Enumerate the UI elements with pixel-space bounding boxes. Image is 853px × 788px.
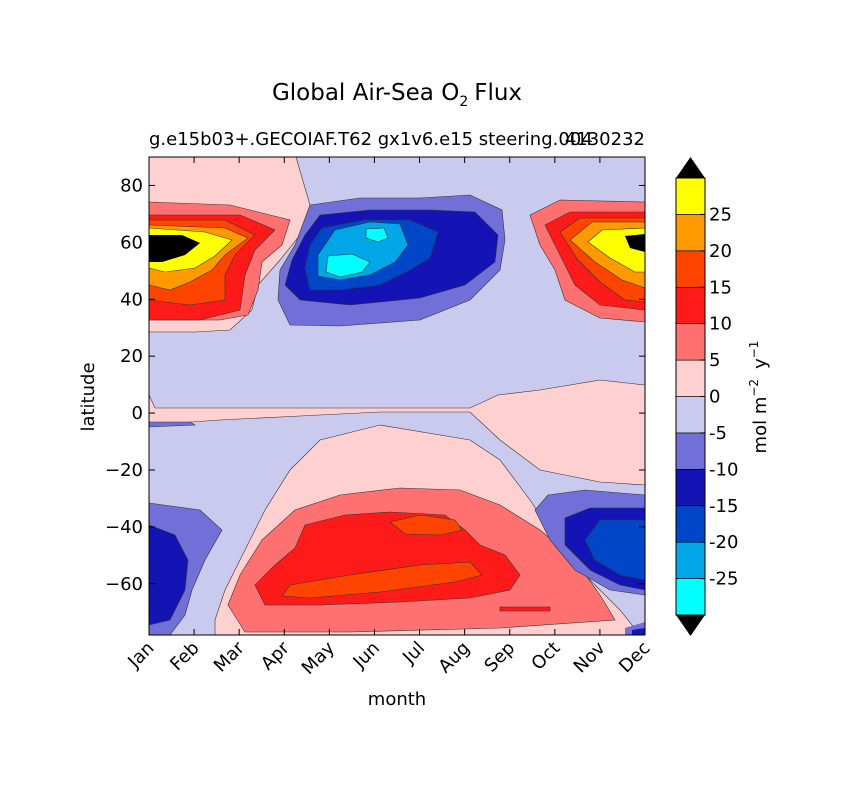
x-tick-label: Jul [398, 638, 429, 669]
colorbar-tick-label: -10 [709, 459, 738, 480]
colorbar-label-mid: y [750, 358, 771, 369]
contour-band-neg30-neg25 [365, 227, 389, 243]
colorbar-swatch [675, 323, 706, 361]
y-tick-label: 0 [132, 403, 143, 424]
colorbar-swatch [675, 250, 706, 288]
x-tick-label: Oct [527, 638, 564, 675]
colorbar-tick-label: 20 [709, 241, 732, 262]
x-tick-label: Feb [166, 638, 203, 675]
colorbar-swatch [675, 214, 706, 252]
colorbar-swatch [675, 286, 706, 324]
chart-subtitle-id: 4130232 [565, 129, 645, 150]
y-tick-label: 40 [120, 289, 143, 310]
colorbar-over-triangle [676, 157, 705, 178]
colorbar-tick-label: 10 [709, 314, 732, 335]
colorbar: 25 20 15 10 5 0 -5 -10 -15 -20 -25 [675, 157, 738, 636]
colorbar-swatch [675, 469, 706, 507]
contour-band-over [149, 235, 200, 262]
x-axis-label: month [368, 689, 426, 710]
colorbar-tick-label: -15 [709, 496, 738, 517]
colorbar-swatch [675, 177, 706, 215]
colorbar-label-exp1: −2 [747, 379, 761, 397]
colorbar-tick-label: 15 [709, 277, 732, 298]
title-main: Global Air-Sea O [272, 80, 459, 106]
plot-frame [148, 156, 646, 636]
colorbar-tick-label: -20 [709, 532, 738, 553]
y-tick-label: 20 [120, 346, 143, 367]
contour-band-15-20 [281, 561, 483, 599]
y-axis-label: latitude [78, 362, 99, 431]
chart-title: Global Air-Sea O2 Flux [272, 80, 522, 110]
colorbar-swatch [675, 359, 706, 397]
chart-subtitle: g.e15b03+.GECOIAF.T62 gx1v6.e15 steering… [149, 129, 593, 150]
contour-band-15-20 [389, 514, 463, 536]
colorbar-tick-label: 25 [709, 204, 732, 225]
colorbar-label: mol m−2 y−1 [747, 341, 771, 454]
contour-band-neg20-neg15 [584, 519, 645, 581]
colorbar-tick-label: -5 [709, 423, 727, 444]
contour-band-neg15-neg10 [149, 524, 189, 626]
colorbar-label-main: mol m [750, 397, 771, 454]
x-tick-label: Mar [210, 637, 249, 676]
colorbar-label-exp2: −1 [747, 341, 761, 359]
x-tick-label: Jan [123, 638, 158, 673]
colorbar-tick-label: -25 [709, 569, 738, 590]
colorbar-swatch [675, 505, 706, 543]
y-tick-label: −40 [105, 517, 143, 538]
y-tick-label: −60 [105, 574, 143, 595]
y-tick-label: 60 [120, 232, 143, 253]
x-tick-label: Apr [257, 637, 294, 674]
contour-band-neg15-neg10 [632, 628, 645, 635]
colorbar-under-triangle [676, 615, 705, 636]
x-tick-label: Dec [615, 638, 654, 677]
contour-band-neg30-neg25 [325, 253, 371, 278]
title-subscript: 2 [459, 94, 468, 110]
y-tick-label: −20 [105, 460, 143, 481]
colorbar-tick-label: 0 [709, 387, 720, 408]
x-tick-label: May [298, 637, 339, 678]
contour-band-neg10-neg5 [149, 421, 197, 428]
colorbar-swatch [675, 432, 706, 470]
y-axis: 80 60 40 20 0 −20 −40 −60 [105, 175, 645, 595]
y-tick-label: 80 [120, 175, 143, 196]
x-tick-label: Sep [480, 638, 519, 677]
colorbar-swatch [675, 578, 706, 616]
title-tail: Flux [474, 80, 522, 106]
x-tick-label: Aug [434, 638, 474, 678]
colorbar-swatch [675, 541, 706, 579]
colorbar-tick-label: 5 [709, 350, 720, 371]
x-tick-label: Jun [349, 638, 384, 673]
x-tick-label: Nov [570, 637, 610, 677]
contour-band-over [625, 234, 645, 252]
contour-plot [149, 157, 645, 635]
colorbar-swatch [675, 396, 706, 434]
contour-band-10-15 [499, 606, 551, 612]
